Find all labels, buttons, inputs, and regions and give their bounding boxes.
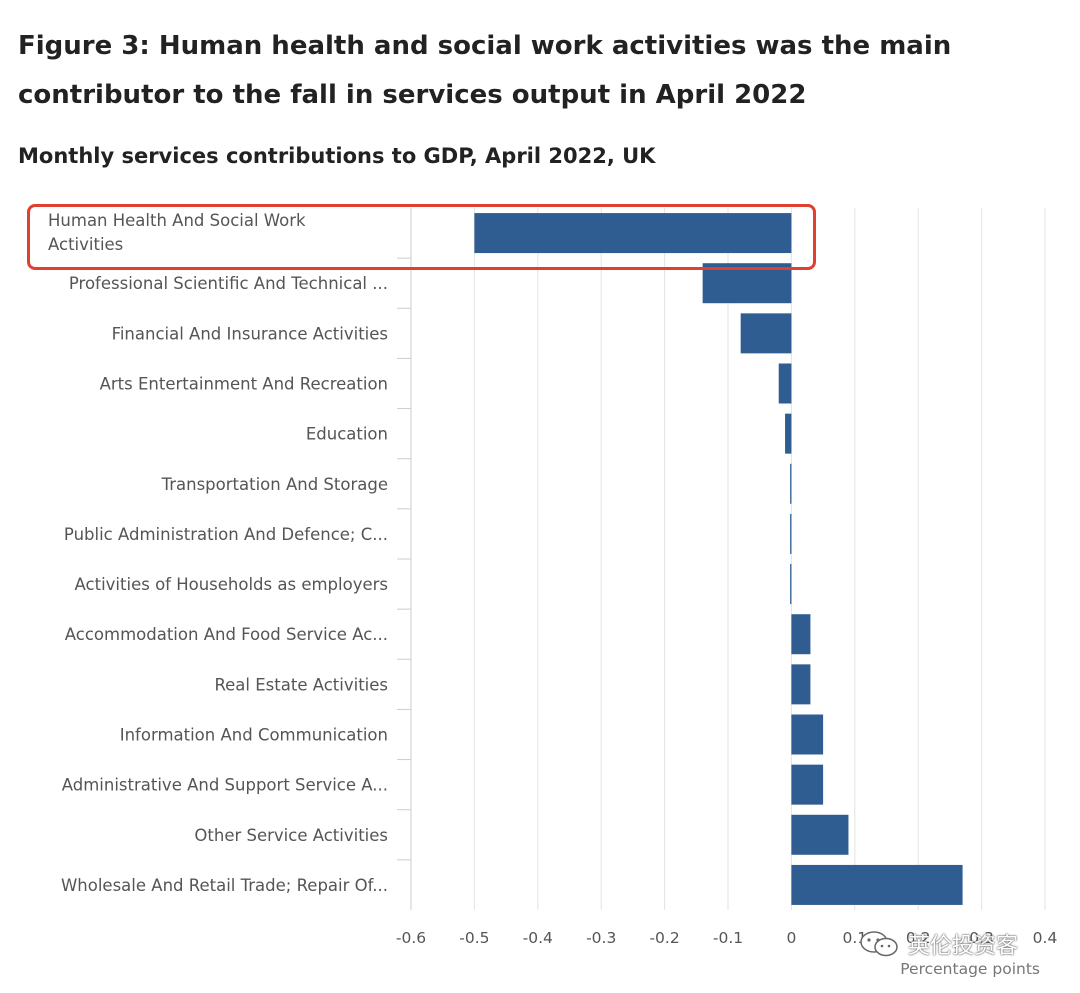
x-tick-label: -0.6 <box>396 929 426 947</box>
bar <box>791 814 849 855</box>
category-label: Human Health And Social Work Activities <box>48 211 306 254</box>
category-label: Accommodation And Food Service Ac... <box>65 625 388 644</box>
category-label: Financial And Insurance Activities <box>112 324 388 343</box>
bar <box>474 213 792 254</box>
wechat-icon <box>860 931 898 957</box>
bar <box>791 864 963 905</box>
x-tick-label: 0.3 <box>969 929 994 947</box>
bar <box>740 313 792 354</box>
category-label: Administrative And Support Service A... <box>62 776 388 795</box>
value-axis-ticks: -0.6 -0.5 -0.4 -0.3 -0.2 -0.1 0 0.1 0.2 0.3 0.4 <box>396 929 1057 947</box>
x-axis-title: Percentage points <box>900 960 1040 978</box>
bar <box>790 564 792 605</box>
bar <box>791 714 824 755</box>
x-tick-label: 0.4 <box>1033 929 1058 947</box>
category-label: Transportation And Storage <box>161 475 388 494</box>
category-label: Other Service Activities <box>194 826 388 845</box>
category-label: Professional Scientific And Technical ..… <box>69 274 388 293</box>
watermark-text: 英伦投资客 <box>908 934 1019 959</box>
x-tick-label: -0.3 <box>586 929 616 947</box>
bar <box>785 413 792 454</box>
figure-subtitle: Monthly services contributions to GDP, A… <box>18 144 656 168</box>
gridlines <box>410 208 1046 910</box>
category-label: Public Administration And Defence; C... <box>64 525 388 544</box>
x-tick-label: 0.2 <box>906 929 931 947</box>
bars <box>474 213 963 905</box>
highlight-box <box>27 204 816 270</box>
category-label: Real Estate Activities <box>214 675 388 694</box>
figure-title: Figure 3: Human health and social work a… <box>18 31 952 110</box>
x-tick-label: -0.1 <box>713 929 743 947</box>
x-tick-label: -0.2 <box>649 929 679 947</box>
category-label: Activities of Households as employers <box>75 575 388 594</box>
x-tick-label: 0 <box>786 929 796 947</box>
category-axis: Human Health And Social Work Activities Pr… <box>48 208 412 910</box>
watermark: 英伦投资客 <box>858 924 1018 964</box>
category-label: Information And Communication <box>120 726 388 745</box>
bar <box>790 513 792 554</box>
category-label: Arts Entertainment And Recreation <box>100 375 388 394</box>
bar <box>791 614 811 655</box>
category-label: Education <box>306 425 388 444</box>
bar <box>791 664 811 705</box>
bar <box>778 363 792 404</box>
bar <box>791 764 824 805</box>
bar <box>790 463 792 504</box>
x-tick-label: -0.4 <box>523 929 553 947</box>
x-tick-label: -0.5 <box>459 929 489 947</box>
category-label: Wholesale And Retail Trade; Repair Of... <box>61 876 388 895</box>
